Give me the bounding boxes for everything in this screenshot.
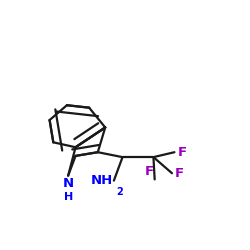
- Text: NH: NH: [90, 174, 113, 187]
- Text: F: F: [178, 146, 186, 159]
- Text: F: F: [175, 167, 184, 180]
- Text: H: H: [64, 192, 73, 202]
- Text: N: N: [62, 177, 74, 190]
- Text: 2: 2: [117, 187, 123, 197]
- Text: F: F: [144, 165, 154, 178]
